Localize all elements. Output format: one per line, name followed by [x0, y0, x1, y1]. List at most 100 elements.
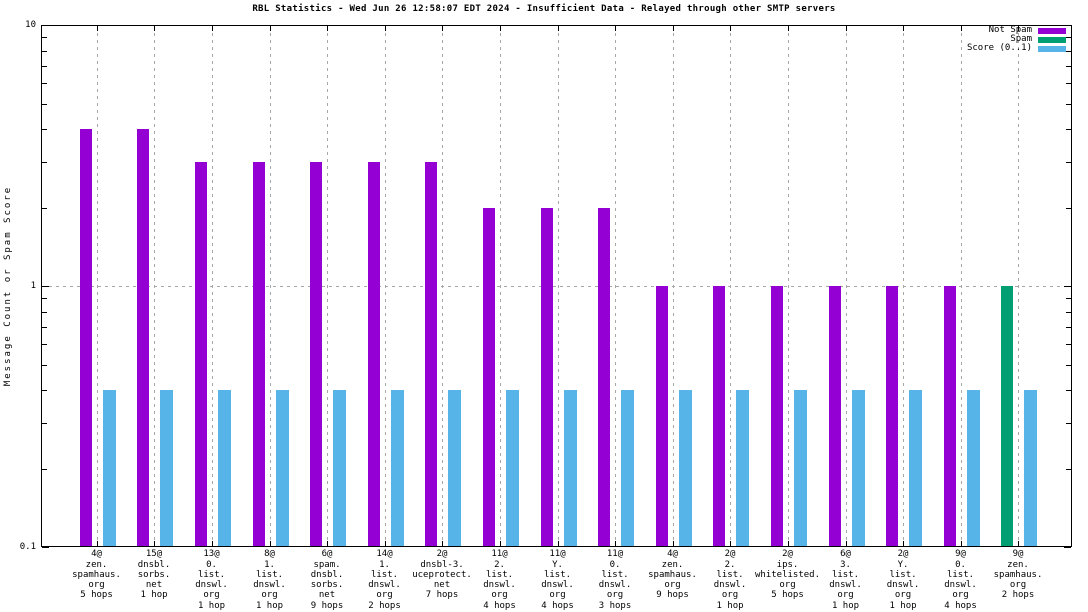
- y-axis-tick: [42, 65, 47, 67]
- x-category-label-line: list.: [255, 569, 284, 580]
- bar-score: [909, 390, 922, 546]
- bar-not-spam: [194, 161, 207, 546]
- x-category-label-line: zen.: [85, 559, 108, 570]
- x-category-label-line: 1 hop: [255, 600, 284, 611]
- bar-score: [966, 390, 980, 546]
- x-axis-tick: [960, 541, 962, 546]
- x-category-label-line: 5 hops: [771, 590, 804, 600]
- x-category-label-line: 2@: [724, 549, 736, 559]
- bar-score: [102, 390, 116, 546]
- y-axis-tick: [1066, 65, 1071, 67]
- y-axis-tick: [42, 311, 47, 313]
- x-axis-tick: [615, 541, 616, 546]
- x-category-label-line: 11@: [549, 549, 566, 559]
- x-axis-tick: [557, 541, 559, 546]
- x-category-label-line: org: [88, 580, 105, 590]
- x-category-label-line: list.: [946, 569, 975, 580]
- y-axis-tick: [1066, 37, 1071, 38]
- chart-title: RBL Statistics - Wed Jun 26 12:58:07 EDT…: [252, 4, 836, 14]
- x-category-label-line: Y.: [552, 559, 563, 570]
- x-axis-tick: [96, 541, 98, 546]
- x-category-label-line: dnswl.: [541, 580, 574, 590]
- bar-score: [793, 390, 807, 546]
- x-category-label-line: dnswl.: [195, 580, 228, 590]
- y-tick-label: 10: [25, 20, 36, 30]
- x-category-label-line: 11@: [491, 549, 508, 559]
- x-axis-tick: [615, 26, 616, 31]
- x-category-label-line: org: [261, 590, 278, 600]
- x-category-label-line: dnsbl.: [310, 569, 344, 580]
- x-category-label-line: 0.: [609, 559, 621, 570]
- x-category-label-line: 13@: [203, 549, 220, 559]
- y-axis-tick: [1066, 83, 1071, 84]
- y-axis-tick: [42, 326, 47, 328]
- bar-not-spam: [137, 129, 149, 546]
- y-axis-tick: [1066, 390, 1071, 391]
- x-category-label-line: dnswl.: [886, 580, 920, 590]
- legend-item-label: Not Spam: [988, 25, 1032, 35]
- bar-score: [333, 390, 346, 546]
- x-category-label-line: list.: [889, 569, 917, 580]
- x-category-label-line: org: [837, 590, 854, 600]
- x-category-label-line: sorbs.: [137, 569, 171, 580]
- y-axis-tick: [42, 298, 47, 299]
- x-axis-tick: [442, 541, 443, 546]
- y-axis-tick: [1066, 103, 1071, 105]
- bar-not-spam: [79, 129, 92, 546]
- bar-score: [505, 390, 519, 546]
- x-category-label-line: 4 hops: [944, 600, 977, 611]
- y-axis-tick: [1066, 207, 1071, 209]
- y-axis-tick: [42, 207, 47, 209]
- y-axis-tick: [1066, 422, 1071, 424]
- x-category-label-line: dnswl.: [483, 580, 516, 590]
- x-axis-tick: [730, 541, 731, 546]
- x-axis-tick: [787, 541, 789, 546]
- x-axis-tick: [499, 541, 501, 546]
- y-axis-tick: [42, 50, 47, 52]
- bar-not-spam: [943, 286, 956, 546]
- x-category-label-line: net: [145, 580, 163, 590]
- x-category-label-line: spamhaus.: [72, 569, 121, 580]
- x-axis-tick: [557, 26, 559, 31]
- x-category-label-line: 2@: [782, 549, 793, 559]
- y-axis-tick: [42, 547, 49, 548]
- x-category-label-line: 5 hops: [80, 590, 113, 600]
- x-category-label-line: dnswl.: [829, 580, 862, 590]
- x-axis-tick: [442, 26, 443, 31]
- x-category-label-line: 2@: [436, 549, 448, 559]
- x-category-label-line: 1 hop: [716, 600, 744, 611]
- x-category-label-line: 1 hop: [197, 600, 226, 611]
- bar-not-spam: [367, 161, 380, 546]
- x-category-label-line: net: [318, 590, 336, 600]
- y-axis-tick: [42, 37, 47, 38]
- x-category-label-line: whitelisted.: [754, 569, 821, 580]
- y-axis-tick: [42, 422, 47, 424]
- plot-area-border: [41, 25, 1072, 547]
- x-category-label-line: dnsbl.: [137, 559, 171, 570]
- x-axis-tick: [96, 26, 98, 31]
- bar-score: [736, 390, 749, 546]
- x-category-label-line: 0.: [206, 559, 217, 570]
- x-category-label-line: 4@: [667, 549, 678, 559]
- x-axis-tick: [960, 26, 962, 31]
- x-category-label-line: uceprotect.: [412, 569, 472, 580]
- bar-score: [851, 390, 865, 546]
- x-axis-tick: [327, 26, 328, 31]
- x-category-label-line: 1.: [264, 559, 275, 570]
- y-axis-tick: [42, 364, 47, 366]
- x-category-label-line: dnswl.: [944, 580, 977, 590]
- bar-score: [621, 390, 634, 546]
- y-axis-tick: [1064, 547, 1071, 548]
- y-axis-tick: [1066, 326, 1071, 328]
- y-axis-tick: [42, 129, 47, 130]
- x-category-label-line: list.: [831, 569, 860, 580]
- y-axis-tick: [1066, 311, 1071, 313]
- bar-score: [563, 390, 577, 546]
- x-category-label-line: org: [491, 590, 508, 600]
- legend-swatch: [1038, 37, 1066, 43]
- bar-not-spam: [425, 161, 437, 546]
- bar-score: [217, 390, 231, 546]
- bar-not-spam: [655, 286, 668, 546]
- x-category-label-line: 9 hops: [310, 600, 344, 611]
